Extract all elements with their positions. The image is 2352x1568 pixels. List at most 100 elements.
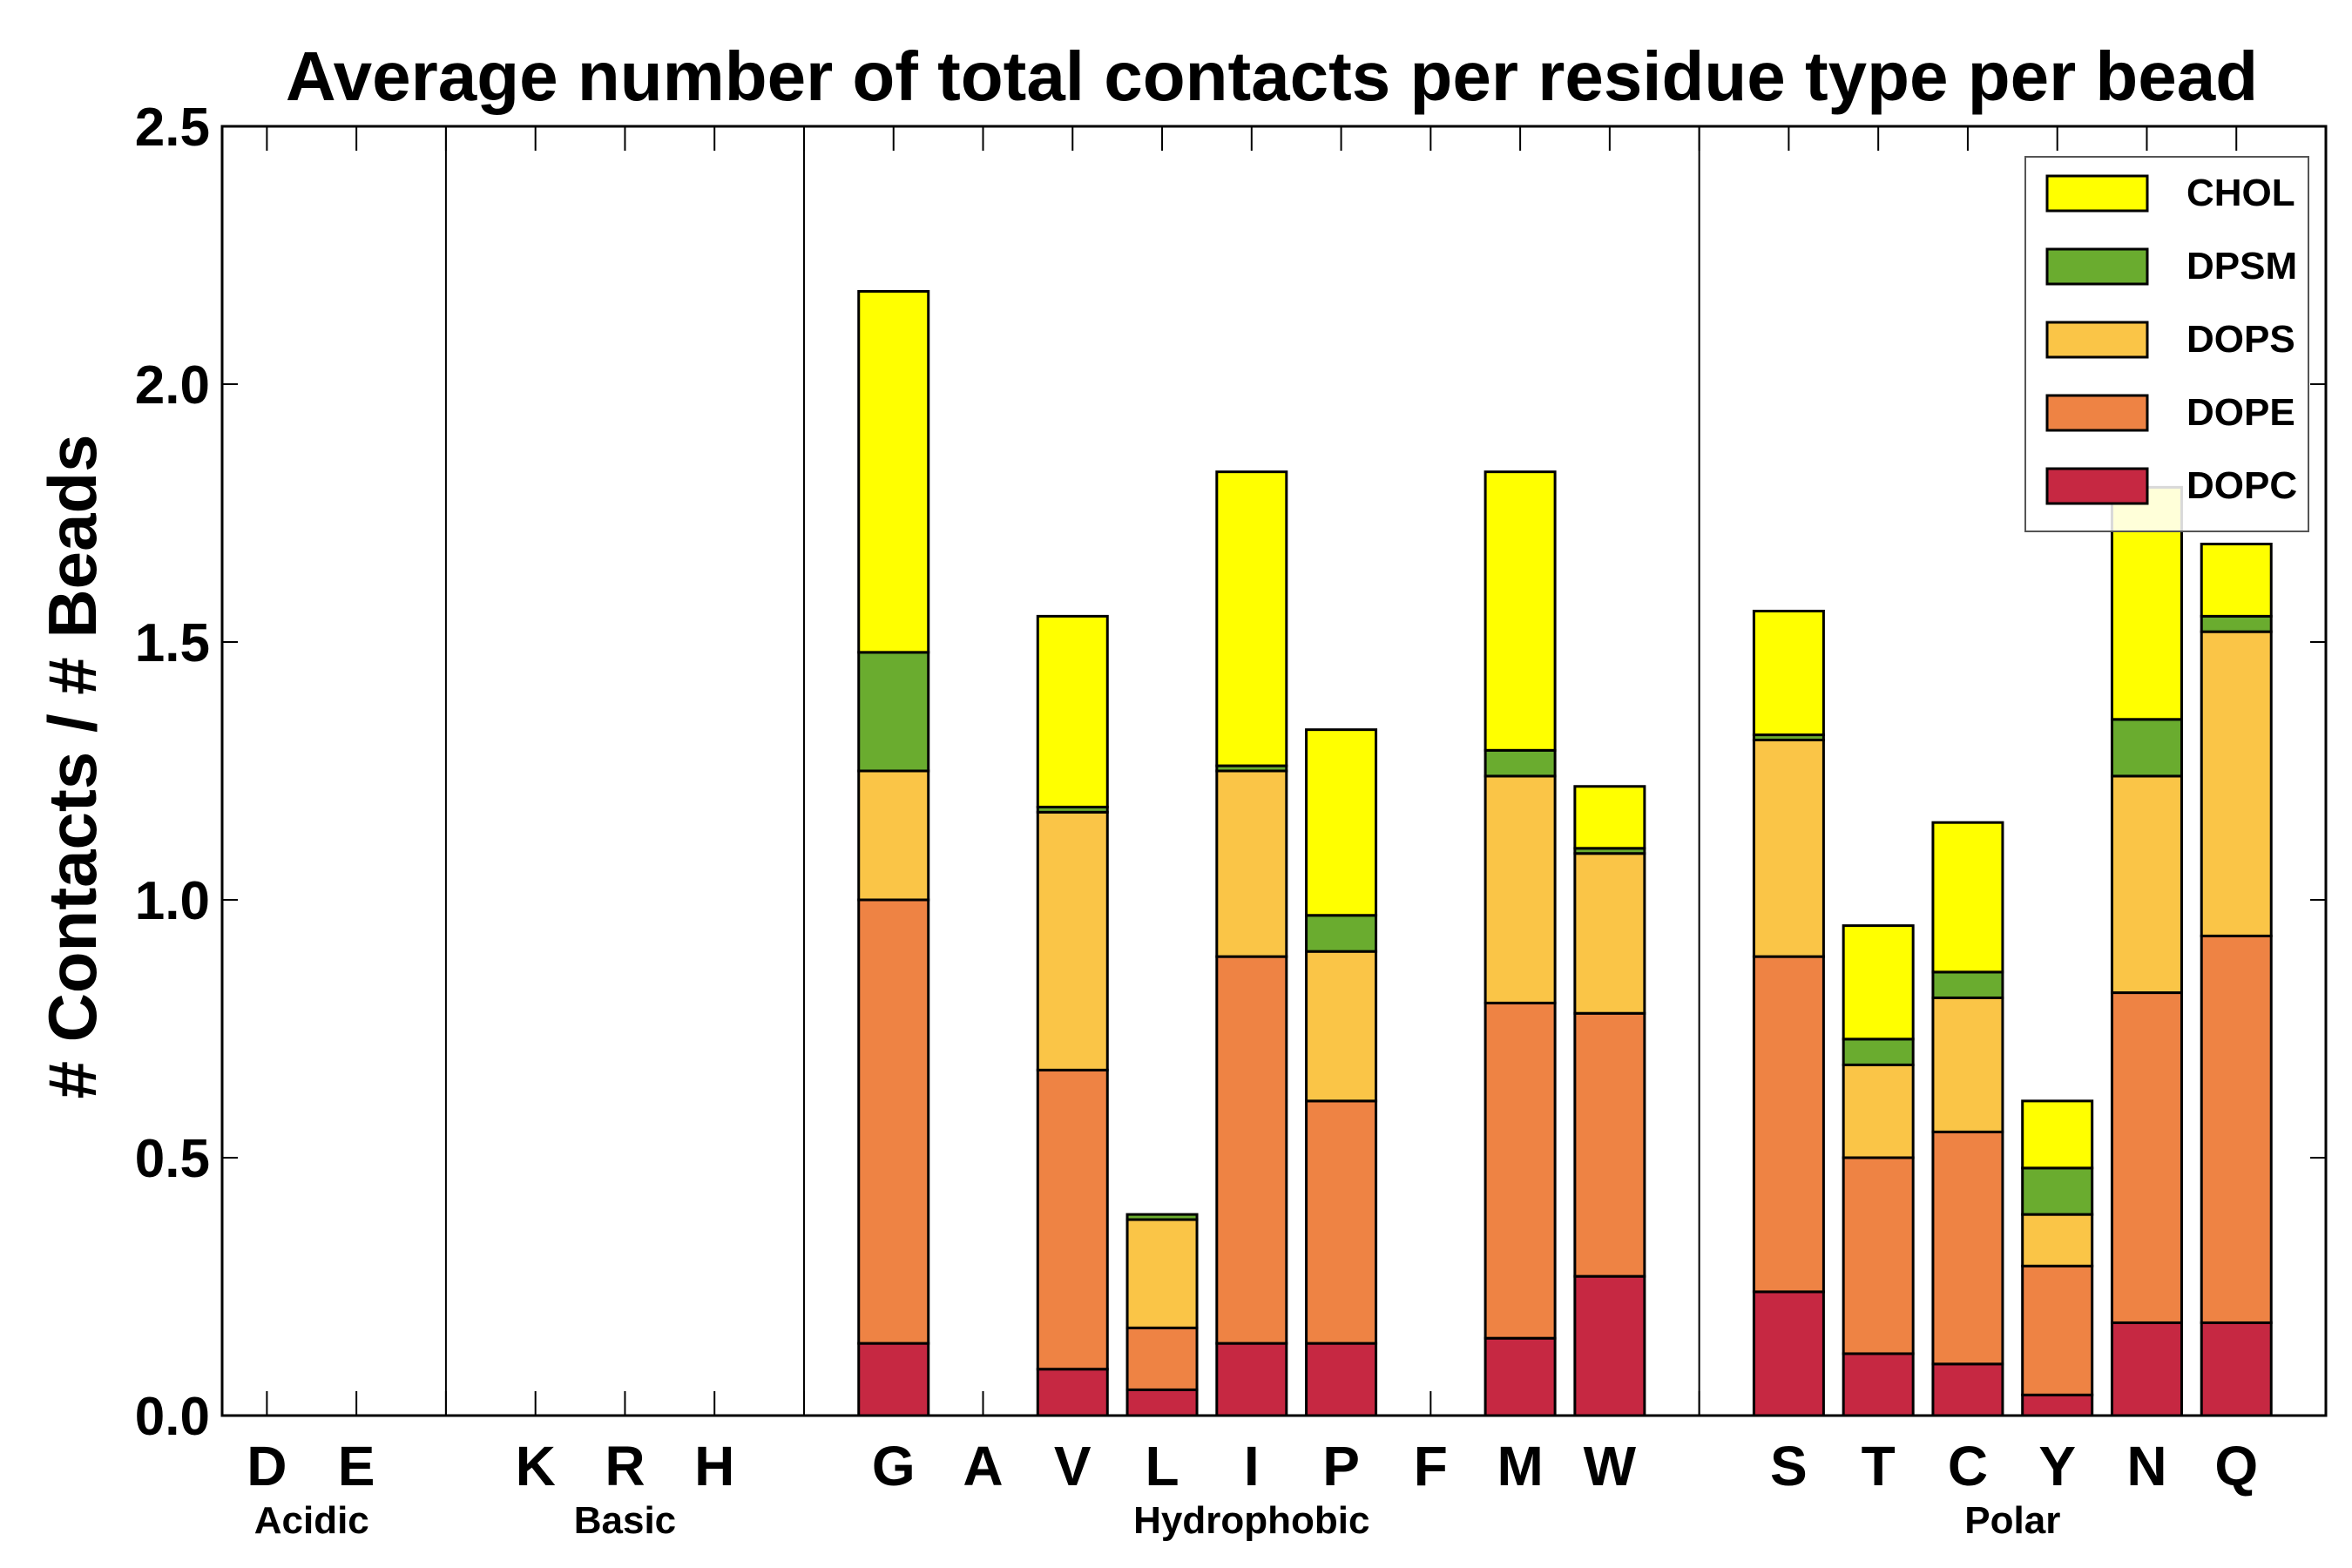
bar-segment-dops	[2200, 630, 2273, 937]
bar-segment-chol	[1215, 470, 1288, 767]
x-tick-label: S	[1770, 1435, 1808, 1497]
bar-segment-dpsm	[2021, 1166, 2094, 1216]
y-tick-label: 1.0	[135, 871, 210, 931]
x-tick-label: N	[2126, 1435, 2166, 1497]
x-tick-label: C	[1948, 1435, 1988, 1497]
bar-segment-dopc	[1752, 1290, 1825, 1417]
y-tick-label: 0.5	[135, 1129, 210, 1189]
bar-segment-chol	[1752, 609, 1825, 737]
legend-label-dope: DOPE	[2186, 391, 2295, 434]
bar-segment-dpsm	[1305, 914, 1378, 953]
x-tick-label: I	[1244, 1435, 1260, 1497]
x-tick-label: V	[1054, 1435, 1092, 1497]
bar-segment-dopc	[1931, 1362, 2004, 1417]
bar-segment-dops	[2021, 1213, 2094, 1267]
bar-segment-dpsm	[1842, 1037, 1915, 1066]
bar-segment-dopc	[2110, 1321, 2183, 1417]
legend-swatch-dopc	[2045, 467, 2149, 505]
x-tick-label: Y	[2038, 1435, 2076, 1497]
bar-segment-dpsm	[1125, 1213, 1199, 1221]
bar-segment-dope	[1305, 1099, 1378, 1345]
legend-swatch-dope	[2045, 394, 2149, 432]
bar-segment-dopc	[1215, 1342, 1288, 1417]
bar-segment-dops	[1125, 1218, 1199, 1329]
y-tick-label: 0.0	[135, 1387, 210, 1447]
bar-segment-dope	[2200, 934, 2273, 1324]
bar-segment-dope	[1125, 1326, 1199, 1391]
bar-segment-dope	[857, 898, 930, 1345]
bar-segment-dops	[2110, 774, 2183, 995]
bar-segment-dpsm	[2110, 718, 2183, 778]
bar-segment-chol	[1484, 470, 1557, 752]
bar-segment-dope	[2021, 1264, 2094, 1396]
bar-segment-chol	[1036, 614, 1109, 808]
bar-segment-dpsm	[2200, 614, 2273, 633]
y-tick-label: 1.5	[135, 613, 210, 673]
x-tick-label: K	[516, 1435, 556, 1497]
bar-segment-dopc	[1573, 1274, 1646, 1417]
legend-label-dopc: DOPC	[2186, 464, 2297, 507]
x-tick-label: H	[694, 1435, 734, 1497]
bar-segment-dopc	[1305, 1342, 1378, 1417]
bar-segment-chol	[1305, 728, 1378, 917]
bar-segment-dops	[1036, 810, 1109, 1071]
legend-swatch-dops	[2045, 321, 2149, 359]
bar-segment-chol	[1842, 924, 1915, 1041]
x-tick-label: R	[605, 1435, 645, 1497]
bar-segment-chol	[2200, 543, 2273, 618]
bar-segment-dpsm	[1931, 970, 2004, 999]
bar-segment-dope	[1215, 955, 1288, 1345]
bar-segment-dope	[1842, 1156, 1915, 1355]
legend-label-dops: DOPS	[2186, 318, 2295, 361]
legend-swatch-chol	[2045, 174, 2149, 213]
bar-segment-dops	[1573, 852, 1646, 1015]
x-tick-label: D	[247, 1435, 287, 1497]
bar-segment-dopc	[1484, 1336, 1557, 1417]
bar-segment-dope	[1484, 1001, 1557, 1340]
legend-label-dpsm: DPSM	[2186, 245, 2297, 287]
bar-segment-dopc	[1125, 1388, 1199, 1417]
group-label: Hydrophobic	[1133, 1499, 1369, 1542]
bar-segment-dope	[1931, 1130, 2004, 1366]
bar-segment-dope	[2110, 991, 2183, 1324]
x-tick-label: L	[1145, 1435, 1179, 1497]
plot-area: 0.0 0.5 1.0 1.5 2.0 2.5 D E K R H G A V L I P F M W S T C Y N Q Ac…	[135, 98, 2326, 1542]
bar-segment-dops	[1931, 996, 2004, 1133]
bar-segment-dope	[1036, 1068, 1109, 1371]
x-tick-label: T	[1862, 1435, 1896, 1497]
bar-segment-chol	[1573, 785, 1646, 850]
bar-segment-dopc	[2021, 1393, 2094, 1417]
y-axis-label: # Contacts / # Beads	[34, 435, 111, 1099]
plot-frame	[220, 125, 2328, 1417]
x-tick-label: Q	[2214, 1435, 2258, 1497]
bar-segment-dpsm	[857, 651, 930, 773]
group-label: Acidic	[254, 1499, 369, 1542]
y-tick-label: 2.5	[135, 98, 210, 158]
x-tick-label: E	[338, 1435, 375, 1497]
bar-segment-dops	[1484, 774, 1557, 1004]
legend: CHOL DPSM DOPS DOPE DOPC	[2024, 156, 2309, 532]
bar-segment-dope	[1573, 1011, 1646, 1278]
x-tick-label: F	[1414, 1435, 1448, 1497]
group-label: Polar	[1964, 1499, 2060, 1542]
bar-segment-chol	[1931, 821, 2004, 974]
legend-label-chol: CHOL	[2186, 172, 2295, 214]
bar-segment-dpsm	[1484, 748, 1557, 778]
x-tick-label: A	[963, 1435, 1003, 1497]
bar-segment-dops	[1305, 950, 1378, 1103]
bar-segment-chol	[2021, 1099, 2094, 1170]
bar-segment-chol	[857, 289, 930, 654]
y-tick-label: 2.0	[135, 355, 210, 416]
group-label: Basic	[574, 1499, 676, 1542]
x-tick-label: W	[1584, 1435, 1637, 1497]
x-tick-label: M	[1497, 1435, 1543, 1497]
bar-segment-dopc	[1036, 1368, 1109, 1417]
bar-segment-dopc	[857, 1342, 930, 1417]
bar-segment-dope	[1752, 955, 1825, 1294]
bar-segment-dops	[857, 769, 930, 902]
bar-segment-dopc	[2200, 1321, 2273, 1417]
legend-swatch-dpsm	[2045, 247, 2149, 286]
bar-segment-dops	[1752, 738, 1825, 958]
bar-segment-dops	[1215, 769, 1288, 958]
